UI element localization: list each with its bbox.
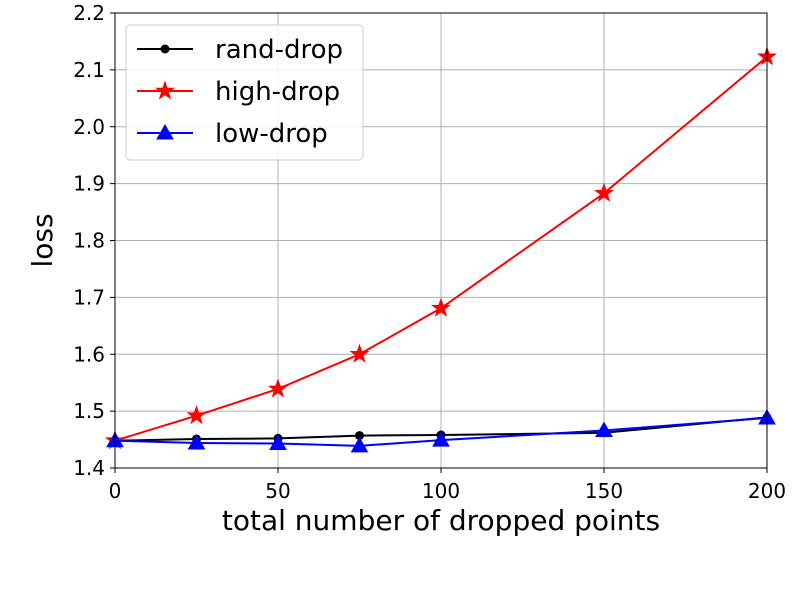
x-axis-ticks: 0 50 100 150 200 xyxy=(109,468,786,503)
legend-marker xyxy=(154,80,176,100)
y-tick-label: 1.4 xyxy=(73,456,105,480)
y-tick-label: 2.0 xyxy=(73,115,105,139)
legend-marker xyxy=(160,44,170,54)
data-point xyxy=(187,433,206,450)
legend-label: low-drop xyxy=(215,119,328,149)
legend-label: rand-drop xyxy=(215,35,343,65)
x-tick-label: 0 xyxy=(109,479,122,503)
data-point xyxy=(595,421,613,437)
data-point xyxy=(349,343,370,363)
y-axis-label: loss xyxy=(26,213,59,267)
x-tick-label: 200 xyxy=(748,479,786,503)
legend-label: high-drop xyxy=(215,77,340,107)
legend-item: rand-drop xyxy=(137,35,343,65)
y-tick-label: 2.1 xyxy=(73,58,105,82)
y-tick-label: 2.2 xyxy=(73,1,105,25)
x-tick-label: 150 xyxy=(585,479,623,503)
y-tick-label: 1.9 xyxy=(73,172,105,196)
legend-box xyxy=(125,24,364,161)
data-point xyxy=(350,436,369,453)
x-axis-label: total number of dropped points xyxy=(222,504,660,537)
y-axis-ticks: 1.4 1.5 1.6 1.7 1.8 1.9 2.0 2.1 2.2 xyxy=(73,1,115,480)
x-tick-label: 100 xyxy=(422,479,460,503)
y-tick-label: 1.6 xyxy=(73,342,105,366)
data-point xyxy=(269,434,287,451)
y-tick-label: 1.8 xyxy=(73,229,105,253)
data-point xyxy=(267,378,289,398)
data-point xyxy=(186,405,207,425)
legend-marker xyxy=(156,123,174,140)
y-tick-label: 1.7 xyxy=(73,285,105,309)
x-tick-label: 50 xyxy=(265,479,290,503)
y-tick-label: 1.5 xyxy=(73,399,105,423)
legend-item: high-drop xyxy=(137,77,340,107)
legend: rand-drop high-drop low-drop xyxy=(125,24,364,161)
data-point xyxy=(432,431,450,447)
legend-item: low-drop xyxy=(137,119,328,149)
data-point xyxy=(430,297,452,317)
data-point xyxy=(593,182,615,202)
